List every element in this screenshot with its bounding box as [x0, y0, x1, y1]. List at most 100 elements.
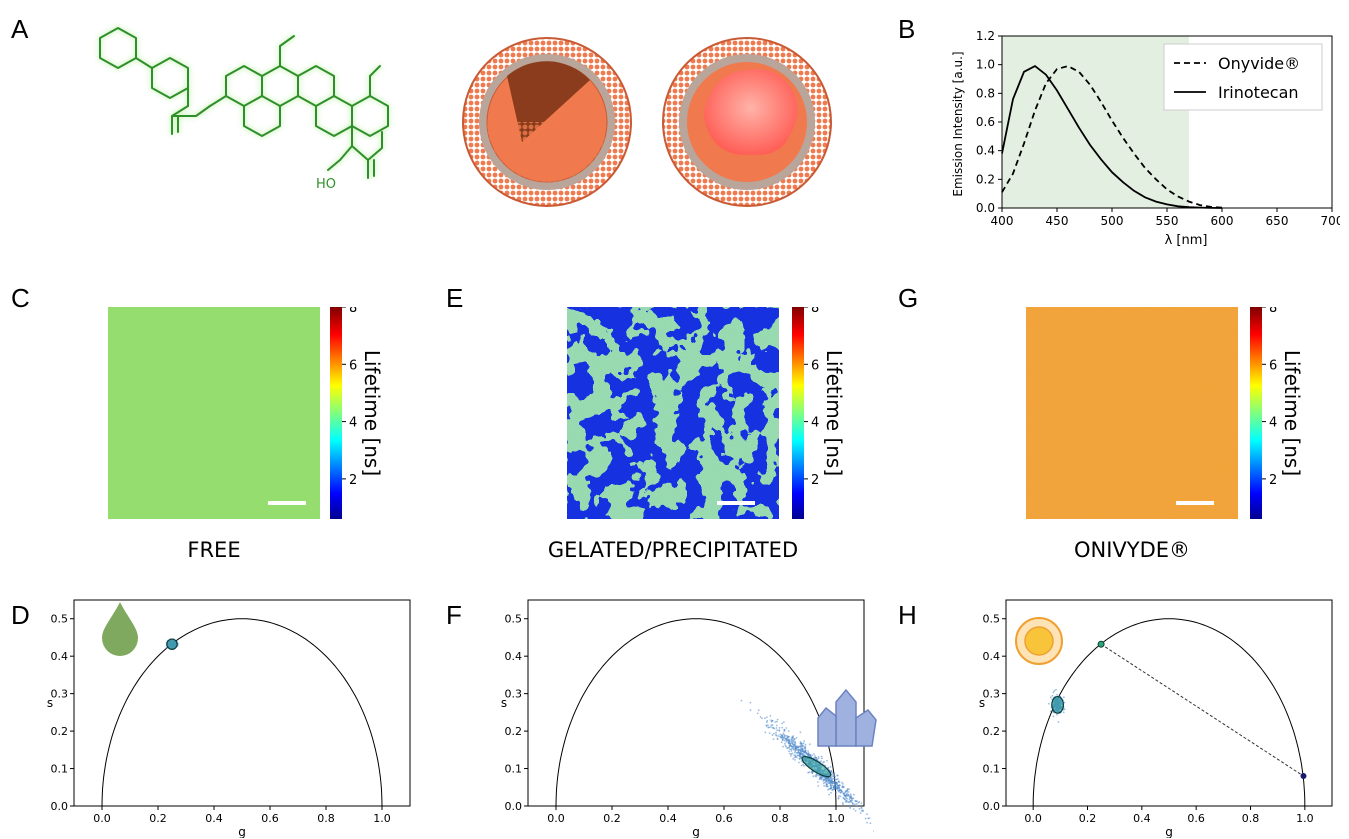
- scatter-point: [816, 758, 818, 761]
- scatter-point: [821, 757, 823, 760]
- scatter-point: [790, 755, 792, 757]
- scatter-point: [834, 778, 837, 781]
- scatter-point: [1047, 702, 1050, 705]
- cluster-contour: [1051, 695, 1065, 714]
- y-tick-label: 0.3: [983, 688, 1001, 701]
- scatter-point: [826, 760, 828, 762]
- scatter-point: [785, 737, 787, 740]
- x-tick-label: 0.0: [547, 812, 565, 825]
- scatter-point: [790, 738, 792, 740]
- scatter-point: [798, 761, 800, 764]
- scatter-point: [780, 741, 783, 744]
- scatter-point: [814, 755, 816, 757]
- scatter-point: [1049, 710, 1052, 713]
- scatter-point: [792, 747, 795, 749]
- scatter-point: [794, 747, 797, 749]
- y-tick-label: 0.0: [983, 800, 1001, 813]
- scatter-point: [833, 786, 835, 789]
- colorbar-tick-label: 8: [811, 307, 819, 316]
- shaded-band: [1002, 36, 1189, 208]
- scatter-point: [776, 718, 779, 721]
- y-tick-label: 0.3: [51, 688, 69, 701]
- colorbar-tick-label: 6: [811, 358, 819, 373]
- scatter-point: [842, 803, 844, 806]
- scatter-point: [827, 788, 829, 791]
- y-tick-label: 0.0: [505, 800, 523, 813]
- scatter-point: [794, 759, 796, 761]
- scatter-point: [830, 770, 833, 772]
- scatter-point: [801, 748, 803, 751]
- scatter-point: [819, 778, 822, 780]
- scatter-point: [1063, 696, 1065, 699]
- scatter-point: [813, 753, 815, 755]
- scatter-point: [740, 699, 743, 702]
- scatter-point: [771, 724, 774, 726]
- scatter-point: [776, 720, 778, 723]
- scatter-point: [854, 810, 857, 812]
- x-tick-label: 600: [1211, 214, 1234, 228]
- scatter-point: [838, 781, 841, 783]
- scatter-point: [759, 716, 762, 718]
- scatter-point: [784, 734, 786, 737]
- colorbar-tick-label: 8: [1269, 307, 1277, 316]
- y-tick-label: 0.5: [983, 613, 1001, 626]
- scatter-point: [775, 731, 777, 734]
- scatter-point: [796, 745, 799, 748]
- scatter-point: [839, 784, 841, 787]
- trajectory-line: [1100, 643, 1304, 777]
- legend-onyvide: Onyvide®: [1218, 54, 1300, 73]
- scatter-point: [812, 775, 815, 778]
- phasor-plot-d: 0.0 0.2 0.4 0.6 0.8 1.0 0.0 0.1 0.2 0.3 0.4 0.5 g s: [47, 599, 411, 838]
- scatter-point: [854, 803, 856, 806]
- scatter-point: [830, 791, 832, 794]
- irinotecan-line: [1001, 65, 1223, 209]
- y-axis-label: Emission Intensity [a.u.]: [951, 51, 965, 196]
- universal-semicircle: [101, 618, 383, 807]
- scatter-point: [851, 797, 853, 800]
- scatter-point: [849, 800, 852, 802]
- scatter-point: [770, 720, 773, 723]
- y-tick-label: 0.0: [51, 800, 69, 813]
- x-axis-label: g: [692, 825, 700, 838]
- scatter-point: [785, 741, 788, 743]
- scatter-point: [830, 776, 833, 779]
- scatter-point: [860, 802, 863, 805]
- colorbar-tick-label: 4: [1269, 416, 1277, 431]
- scatter-point: [782, 721, 785, 723]
- scatter-point: [799, 747, 802, 749]
- scatter-point: [830, 778, 833, 781]
- droplet-icon: [102, 602, 138, 656]
- scatter-point: [788, 739, 790, 742]
- scatter-point: [789, 752, 791, 755]
- scatter-point: [854, 805, 857, 808]
- scatter-point: [799, 731, 802, 734]
- scatter-point: [770, 719, 772, 722]
- scatter-point: [811, 770, 813, 773]
- scatter-point: [829, 780, 832, 783]
- scatter-point: [827, 766, 830, 769]
- scatter-point: [873, 830, 874, 833]
- y-tick-label: 0.1: [51, 763, 69, 776]
- scatter-point: [803, 747, 806, 750]
- x-tick-label: 0.2: [603, 812, 621, 825]
- caption-gelated: GELATED/PRECIPITATED: [547, 538, 799, 562]
- x-tick-label: 0.6: [1187, 812, 1205, 825]
- scatter-point: [830, 786, 833, 789]
- scatter-point: [791, 736, 793, 739]
- scatter-point: [796, 754, 799, 757]
- legend: Onyvide® Irinotecan: [1163, 43, 1323, 111]
- scatter-point: [1056, 713, 1058, 716]
- scatter-point: [808, 743, 811, 746]
- y-tick-label: 1.2: [976, 29, 995, 43]
- scatter-point: [847, 791, 850, 793]
- scatter-point: [800, 743, 803, 745]
- caption-free: FREE: [187, 538, 241, 562]
- scatter-point: [842, 786, 845, 789]
- scatter-point: [849, 794, 852, 797]
- scatter-point: [1049, 696, 1052, 699]
- scatter-point: [834, 785, 837, 788]
- scatter-point: [838, 789, 841, 792]
- scatter-point: [782, 739, 784, 741]
- scatter-point: [804, 746, 807, 748]
- scatter-point: [820, 755, 823, 758]
